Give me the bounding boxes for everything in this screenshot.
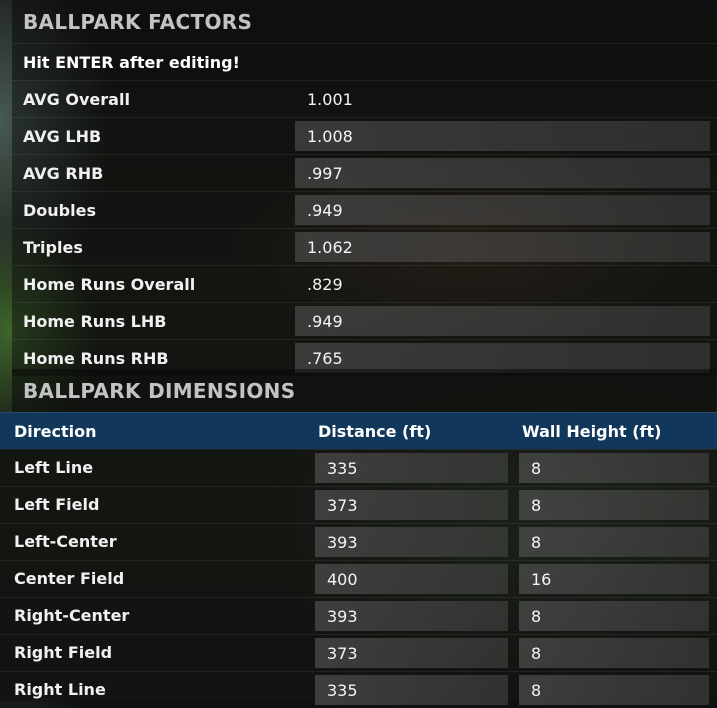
direction-label: Right Line [14,680,106,699]
column-header-wall-height: Wall Height (ft) [522,421,662,441]
table-row: Right Line 335 8 [0,671,717,708]
column-header-direction: Direction [14,421,97,441]
factor-value-hr-overall: .829 [307,274,343,294]
table-row: Right Field 373 8 [0,634,717,671]
wall-height-input[interactable]: 8 [519,527,709,557]
factor-label: Doubles [23,200,96,220]
factor-label: Home Runs LHB [23,311,167,331]
factor-label: Home Runs Overall [23,274,196,294]
distance-input[interactable]: 393 [315,527,508,557]
factor-input-avg-lhb[interactable]: 1.008 [295,121,710,151]
direction-label: Left Line [14,458,94,477]
dimensions-table-header: Direction Distance (ft) Wall Height (ft) [0,412,717,449]
distance-input[interactable]: 373 [315,638,508,668]
factor-row-avg-lhb: AVG LHB 1.008 [12,117,717,154]
direction-label: Left Field [14,495,100,514]
distance-input[interactable]: 335 [315,675,508,705]
direction-label: Right Field [14,643,113,662]
factor-row-triples: Triples 1.062 [12,228,717,265]
factor-label: AVG LHB [23,126,102,146]
table-row: Right-Center 393 8 [0,597,717,634]
distance-input[interactable]: 393 [315,601,508,631]
wall-height-input[interactable]: 8 [519,675,709,705]
factor-label: Home Runs RHB [23,348,169,368]
wall-height-input[interactable]: 8 [519,490,709,520]
ballpark-factors-panel: BALLPARK FACTORS Hit ENTER after editing… [12,0,717,376]
factor-row-hr-overall: Home Runs Overall .829 [12,265,717,302]
distance-input[interactable]: 335 [315,453,508,483]
direction-label: Right-Center [14,606,130,625]
factor-label: Triples [23,237,83,257]
wall-height-input[interactable]: 8 [519,638,709,668]
factor-label: AVG Overall [23,89,130,109]
direction-label: Left-Center [14,532,117,551]
column-header-distance: Distance (ft) [318,421,432,441]
factor-row-doubles: Doubles .949 [12,191,717,228]
wall-height-input[interactable]: 8 [519,453,709,483]
edit-hint: Hit ENTER after editing! [12,43,717,80]
factor-row-hr-lhb: Home Runs LHB .949 [12,302,717,339]
ballpark-factors-title: BALLPARK FACTORS [12,0,717,43]
factor-row-avg-rhb: AVG RHB .997 [12,154,717,191]
table-row: Center Field 400 16 [0,560,717,597]
factor-input-hr-rhb[interactable]: .765 [295,343,710,373]
factor-input-hr-lhb[interactable]: .949 [295,306,710,336]
factor-input-triples[interactable]: 1.062 [295,232,710,262]
distance-input[interactable]: 373 [315,490,508,520]
factor-label: AVG RHB [23,163,104,183]
distance-input[interactable]: 400 [315,564,508,594]
wall-height-input[interactable]: 16 [519,564,709,594]
factor-input-doubles[interactable]: .949 [295,195,710,225]
table-row: Left Line 335 8 [0,449,717,486]
factor-value-avg-overall: 1.001 [307,89,353,109]
ballpark-dimensions-panel: BALLPARK DIMENSIONS Direction Distance (… [0,369,717,708]
table-row: Left Field 373 8 [0,486,717,523]
table-row: Left-Center 393 8 [0,523,717,560]
ballpark-dimensions-title: BALLPARK DIMENSIONS [12,369,716,412]
direction-label: Center Field [14,569,125,588]
wall-height-input[interactable]: 8 [519,601,709,631]
factor-input-avg-rhb[interactable]: .997 [295,158,710,188]
factor-row-avg-overall: AVG Overall 1.001 [12,80,717,117]
